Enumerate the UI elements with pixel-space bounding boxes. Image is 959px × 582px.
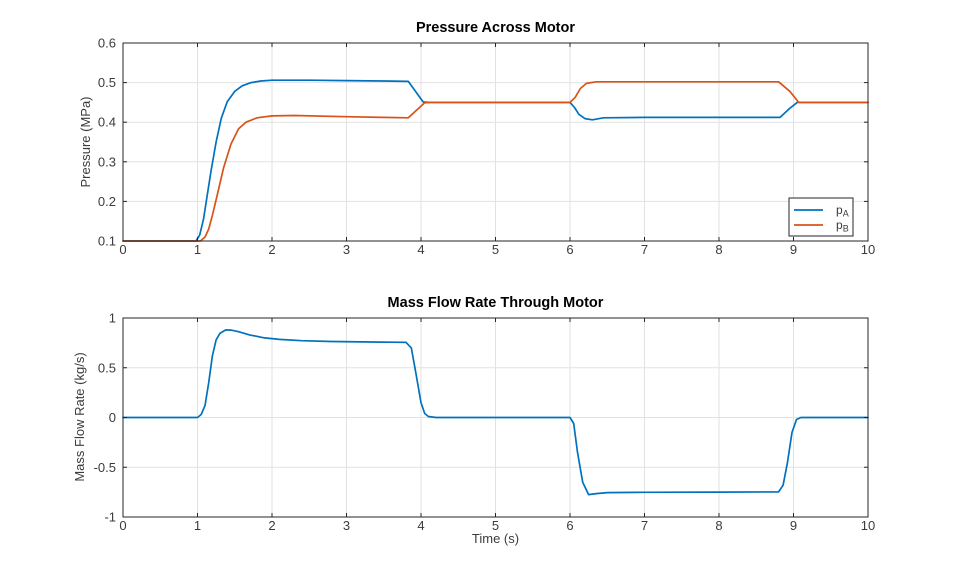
y-tick-label: 0.1	[98, 234, 116, 249]
y-tick-label: -0.5	[94, 460, 116, 475]
x-tick-label: 5	[492, 518, 499, 533]
x-tick-label: 9	[790, 518, 797, 533]
chart-title: Pressure Across Motor	[416, 20, 575, 36]
y-tick-label: 0	[109, 410, 116, 425]
x-tick-label: 6	[566, 242, 573, 257]
series-line-pA	[122, 79, 869, 242]
series-line-pB	[122, 80, 869, 242]
x-tick-label: 1	[194, 242, 201, 257]
y-tick-label: 0.5	[98, 360, 116, 375]
y-axis-label: Pressure (MPa)	[78, 96, 93, 187]
x-axis-label: Time (s)	[472, 531, 519, 546]
legend-label: pB	[836, 218, 849, 234]
legend-label: pA	[836, 203, 849, 219]
x-tick-label: 1	[194, 518, 201, 533]
y-tick-label: -1	[104, 510, 116, 525]
y-tick-label: 0.6	[98, 36, 116, 51]
x-tick-label: 4	[417, 242, 424, 257]
x-tick-label: 0	[119, 242, 126, 257]
x-tick-label: 10	[861, 242, 875, 257]
series-line-mass-flow-rate	[122, 329, 869, 496]
y-axis-label: Mass Flow Rate (kg/s)	[72, 352, 87, 481]
pressure-chart: 0 1 2 3 4 5 6 7 8 9 10 0.1 0.2 0.3 0.4 0.5 0.6 Pressure A…	[78, 20, 875, 257]
y-tick-label: 0.4	[98, 115, 116, 130]
mass-flow-chart: 0 1 2 3 4 5 6 7 8 9 10 -1 -0.5 0 0.5 1 Mass Flow Rate Th…	[72, 295, 875, 546]
x-tick-label: 2	[268, 242, 275, 257]
x-tick-label: 7	[641, 242, 648, 257]
x-tick-label: 3	[343, 518, 350, 533]
y-tick-label: 0.3	[98, 154, 116, 169]
x-tick-label: 8	[715, 242, 722, 257]
x-tick-label: 10	[861, 518, 875, 533]
x-tick-label: 0	[119, 518, 126, 533]
y-tick-label: 1	[109, 311, 116, 326]
y-tick-label: 0.5	[98, 75, 116, 90]
x-tick-label: 6	[566, 518, 573, 533]
chart-title: Mass Flow Rate Through Motor	[388, 295, 604, 311]
x-tick-label: 2	[268, 518, 275, 533]
x-tick-label: 5	[492, 242, 499, 257]
y-tick-label: 0.2	[98, 194, 116, 209]
x-tick-label: 4	[417, 518, 424, 533]
legend-box	[788, 197, 854, 237]
x-tick-label: 7	[641, 518, 648, 533]
x-tick-label: 8	[715, 518, 722, 533]
x-tick-label: 9	[790, 242, 797, 257]
x-tick-label: 3	[343, 242, 350, 257]
